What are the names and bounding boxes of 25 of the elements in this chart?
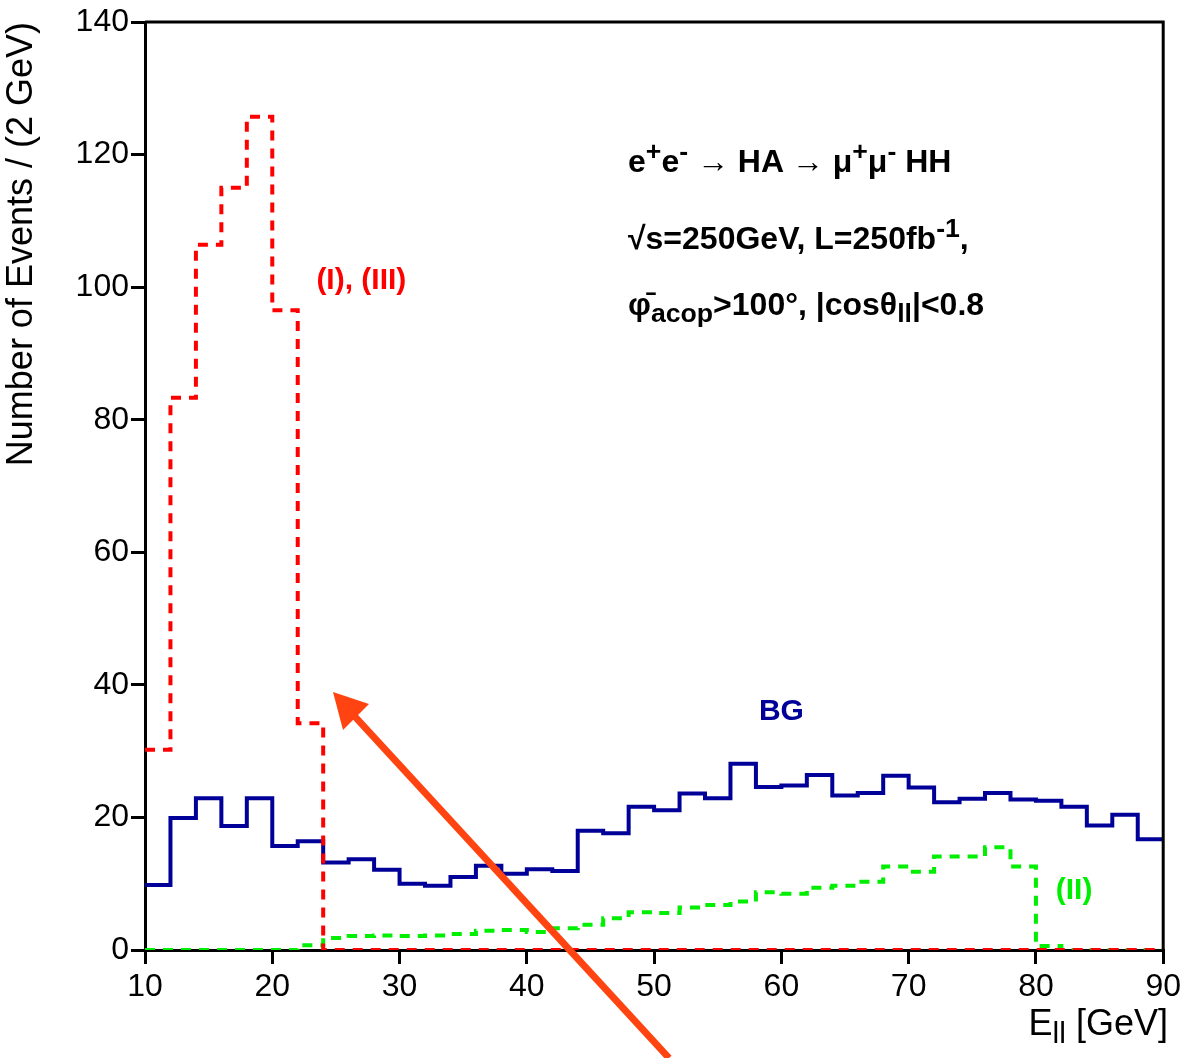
x-tick-label: 60 [763, 967, 800, 1004]
x-tick-label: 80 [1018, 967, 1054, 1004]
x-tick-label: 10 [127, 967, 163, 1004]
x-tick-label: 70 [890, 967, 927, 1004]
y-axis-title: Number of Events / (2 GeV) [0, 22, 40, 467]
series-label: BG [758, 692, 804, 726]
y-tick-label: 80 [93, 399, 129, 436]
y-tick-label: 120 [75, 134, 129, 171]
x-tick-label: 50 [636, 967, 672, 1004]
x-axis-title: E$_{ll}$ [GeV] [1028, 1002, 1168, 1051]
annotation: √s=250GeV, L=250fb$^{-1}$, [628, 211, 970, 258]
x-tick-label: 90 [1145, 967, 1181, 1004]
x-tick-label: 30 [381, 967, 418, 1004]
y-tick-label: 140 [75, 1, 129, 38]
text: e$^{+}$e$^{-}$ → HA → μ$^{+}$μ$^{-}$ HH [628, 136, 952, 179]
x-tick-label: 40 [509, 967, 545, 1004]
series-label: (I), (III) [316, 261, 407, 295]
annotation: φ̄$_{acop}$>100°, |cosθ$_{ll}$|<0.8 [628, 285, 985, 331]
y-tick-label: 60 [93, 532, 129, 569]
y-tick-label: 40 [93, 664, 129, 701]
series-label: (II) [1055, 871, 1093, 905]
y-tick-label: 0 [111, 929, 129, 966]
y-tick-label: 100 [75, 266, 129, 303]
y-tick-label: 20 [93, 797, 129, 834]
x-tick-label: 20 [254, 967, 291, 1004]
